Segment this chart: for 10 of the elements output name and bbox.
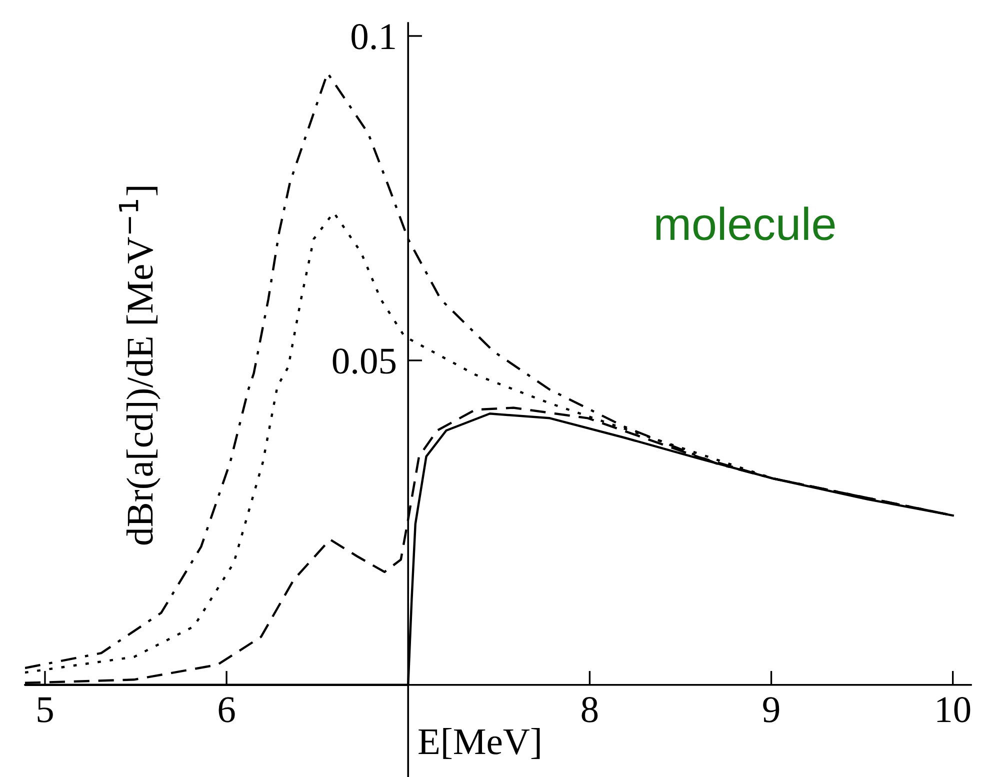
x-tick-label: 9 (763, 697, 780, 722)
y-tick-label: 0.05 (332, 348, 396, 374)
y-tick-label: 0.1 (352, 24, 395, 50)
annotation: molecule (656, 206, 835, 240)
x-tick-label: 10 (937, 697, 970, 722)
x-tick-label: 5 (38, 697, 53, 722)
x-tick-label: 8 (582, 697, 598, 722)
y-axis-title: dBr(a[cd])/dE [MeV$^{−1}$] (119, 186, 160, 545)
x-axis-title: E[MeV] (418, 728, 540, 760)
x-tick-label: 6 (218, 697, 235, 722)
